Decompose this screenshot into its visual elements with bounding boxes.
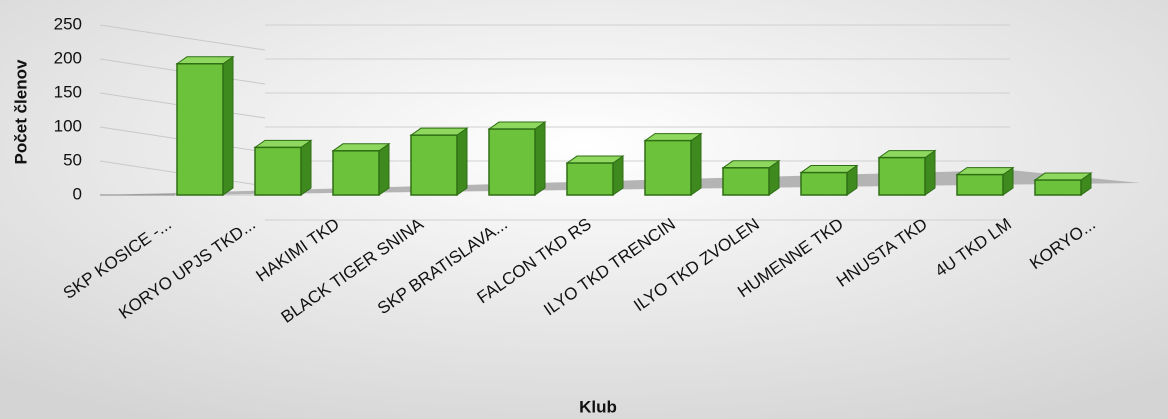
bar xyxy=(956,173,1004,196)
bar xyxy=(488,128,536,196)
y-axis-title: Počet členov xyxy=(11,59,30,164)
bar xyxy=(800,171,848,196)
x-axis-title: Klub xyxy=(579,397,617,416)
bar xyxy=(1034,179,1082,196)
bar-top xyxy=(1033,172,1093,181)
bar-side xyxy=(690,132,702,196)
bar xyxy=(722,167,770,196)
y-tick-label: 250 xyxy=(54,14,82,33)
bar-side xyxy=(300,139,312,196)
bar-top xyxy=(721,160,781,169)
bar-side xyxy=(378,142,390,196)
bar-top xyxy=(409,127,469,136)
bar xyxy=(332,150,380,196)
y-tick-label: 0 xyxy=(73,184,82,203)
bar-side xyxy=(534,121,546,196)
y-tick-label: 200 xyxy=(54,48,82,67)
bar-top xyxy=(331,143,391,152)
bar-top xyxy=(799,165,859,174)
bar-top xyxy=(955,167,1015,176)
bar xyxy=(176,63,224,196)
bar-side xyxy=(456,127,468,196)
bar-top xyxy=(487,121,547,130)
bar-top xyxy=(175,56,235,65)
bar xyxy=(566,162,614,196)
y-tick-label: 50 xyxy=(63,150,82,169)
grid-line xyxy=(99,24,266,51)
bar xyxy=(878,156,926,196)
bar-top xyxy=(253,139,313,148)
bar xyxy=(644,139,692,196)
bar xyxy=(254,146,302,196)
bar-side xyxy=(222,55,234,196)
bar xyxy=(410,134,458,196)
bar-top xyxy=(643,133,703,142)
y-tick-label: 100 xyxy=(54,116,82,135)
bar-side xyxy=(924,149,936,196)
bar-top xyxy=(877,150,937,159)
y-tick-label: 150 xyxy=(54,82,82,101)
bar-top xyxy=(565,155,625,164)
